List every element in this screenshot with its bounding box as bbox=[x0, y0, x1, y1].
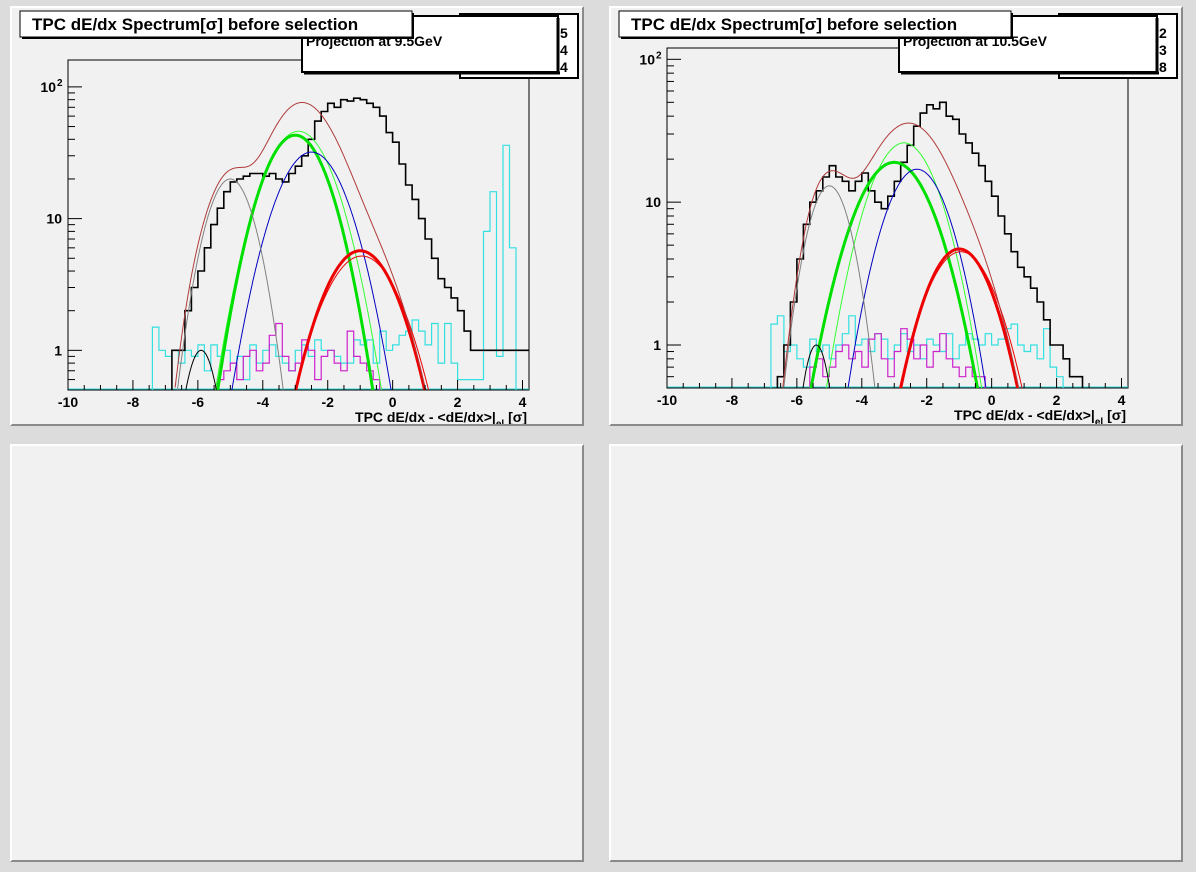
x-tick-label: -2 bbox=[920, 392, 933, 408]
fit-deuteron bbox=[802, 344, 831, 388]
y-tick-label: 1 bbox=[54, 342, 62, 358]
frame bbox=[666, 47, 1129, 389]
fit-kaon bbox=[231, 151, 392, 390]
x-tick-label: 2 bbox=[454, 394, 462, 410]
y-tick-exponent: 2 bbox=[656, 50, 662, 61]
y-tick-label: 10 bbox=[639, 51, 655, 67]
pad-bottom-right[interactable] bbox=[609, 444, 1183, 862]
y-tick-label: 10 bbox=[40, 79, 56, 95]
x-tick-label: -6 bbox=[192, 394, 205, 410]
fit-total bbox=[174, 102, 427, 390]
fit-electron bbox=[294, 249, 427, 390]
x-tick-label: -8 bbox=[726, 392, 739, 408]
y-tick-exponent: 2 bbox=[57, 78, 63, 89]
x-axis-label: TPC dE/dx - <dE/dx>|el [σ] bbox=[355, 409, 527, 424]
x-tick-label: -6 bbox=[791, 392, 804, 408]
x-tick-label: -4 bbox=[257, 394, 270, 410]
chart-title: TPC dE/dx Spectrum[σ] before selection bbox=[631, 15, 957, 34]
x-axis-label: TPC dE/dx - <dE/dx>|el [σ] bbox=[954, 407, 1126, 424]
pad-bottom-left[interactable] bbox=[10, 444, 584, 862]
y-tick-label: 1 bbox=[653, 337, 661, 353]
title-box: TPC dE/dx Spectrum[σ] before selection bbox=[618, 10, 1013, 39]
y-tick-label: 10 bbox=[46, 211, 62, 227]
title-box: TPC dE/dx Spectrum[σ] before selection bbox=[19, 10, 414, 39]
stat-digit-2: 4 bbox=[560, 42, 568, 58]
x-tick-label: 2 bbox=[1053, 392, 1061, 408]
x-tick-label: 0 bbox=[988, 392, 996, 408]
fit-pion bbox=[809, 160, 979, 388]
stat-digit-1: 2 bbox=[1159, 25, 1167, 41]
fit-total bbox=[782, 122, 1020, 388]
plot-layer bbox=[68, 97, 529, 390]
stat-digit-1: 5 bbox=[560, 25, 568, 41]
chart-title: TPC dE/dx Spectrum[σ] before selection bbox=[32, 15, 358, 34]
histogram-magenta bbox=[809, 328, 986, 388]
stat-digit-2: 3 bbox=[1159, 42, 1167, 58]
x-tick-label: 4 bbox=[1118, 392, 1126, 408]
stat-digit-3: 8 bbox=[1159, 59, 1167, 75]
plot-layer bbox=[667, 101, 1128, 388]
x-tick-label: 4 bbox=[519, 394, 527, 410]
pad-top-left[interactable]: -10 -8 -6 -4 -2 0 2 4 1 10 10 2 TPC dE/dx - <dE/dx>|… bbox=[10, 6, 584, 426]
fit-kaon bbox=[847, 168, 987, 388]
x-tick-label: 0 bbox=[389, 394, 397, 410]
stat-box: 2 3 8 Projection at 10.5GeV bbox=[898, 13, 1178, 79]
histogram-data bbox=[171, 97, 529, 390]
x-tick-label: -8 bbox=[127, 394, 140, 410]
histogram-data bbox=[776, 101, 1084, 388]
x-tick-label: -10 bbox=[657, 392, 677, 408]
fit-pion-light bbox=[825, 142, 983, 388]
fit-proton bbox=[176, 178, 284, 390]
frame bbox=[67, 59, 530, 391]
stat-digit-3: 4 bbox=[560, 59, 568, 75]
histogram-magenta bbox=[216, 322, 381, 390]
x-tick-label: -10 bbox=[58, 394, 78, 410]
fit-pion bbox=[216, 133, 375, 390]
x-tick-label: -4 bbox=[856, 392, 869, 408]
pad-top-right[interactable]: -10 -8 -6 -4 -2 0 2 4 1 10 10 2 TPC dE/dx - <dE/dx>|… bbox=[609, 6, 1183, 426]
fit-proton bbox=[783, 185, 876, 387]
x-tick-label: -2 bbox=[321, 394, 334, 410]
fit-deuteron bbox=[185, 349, 217, 390]
y-tick-label: 10 bbox=[645, 194, 661, 210]
